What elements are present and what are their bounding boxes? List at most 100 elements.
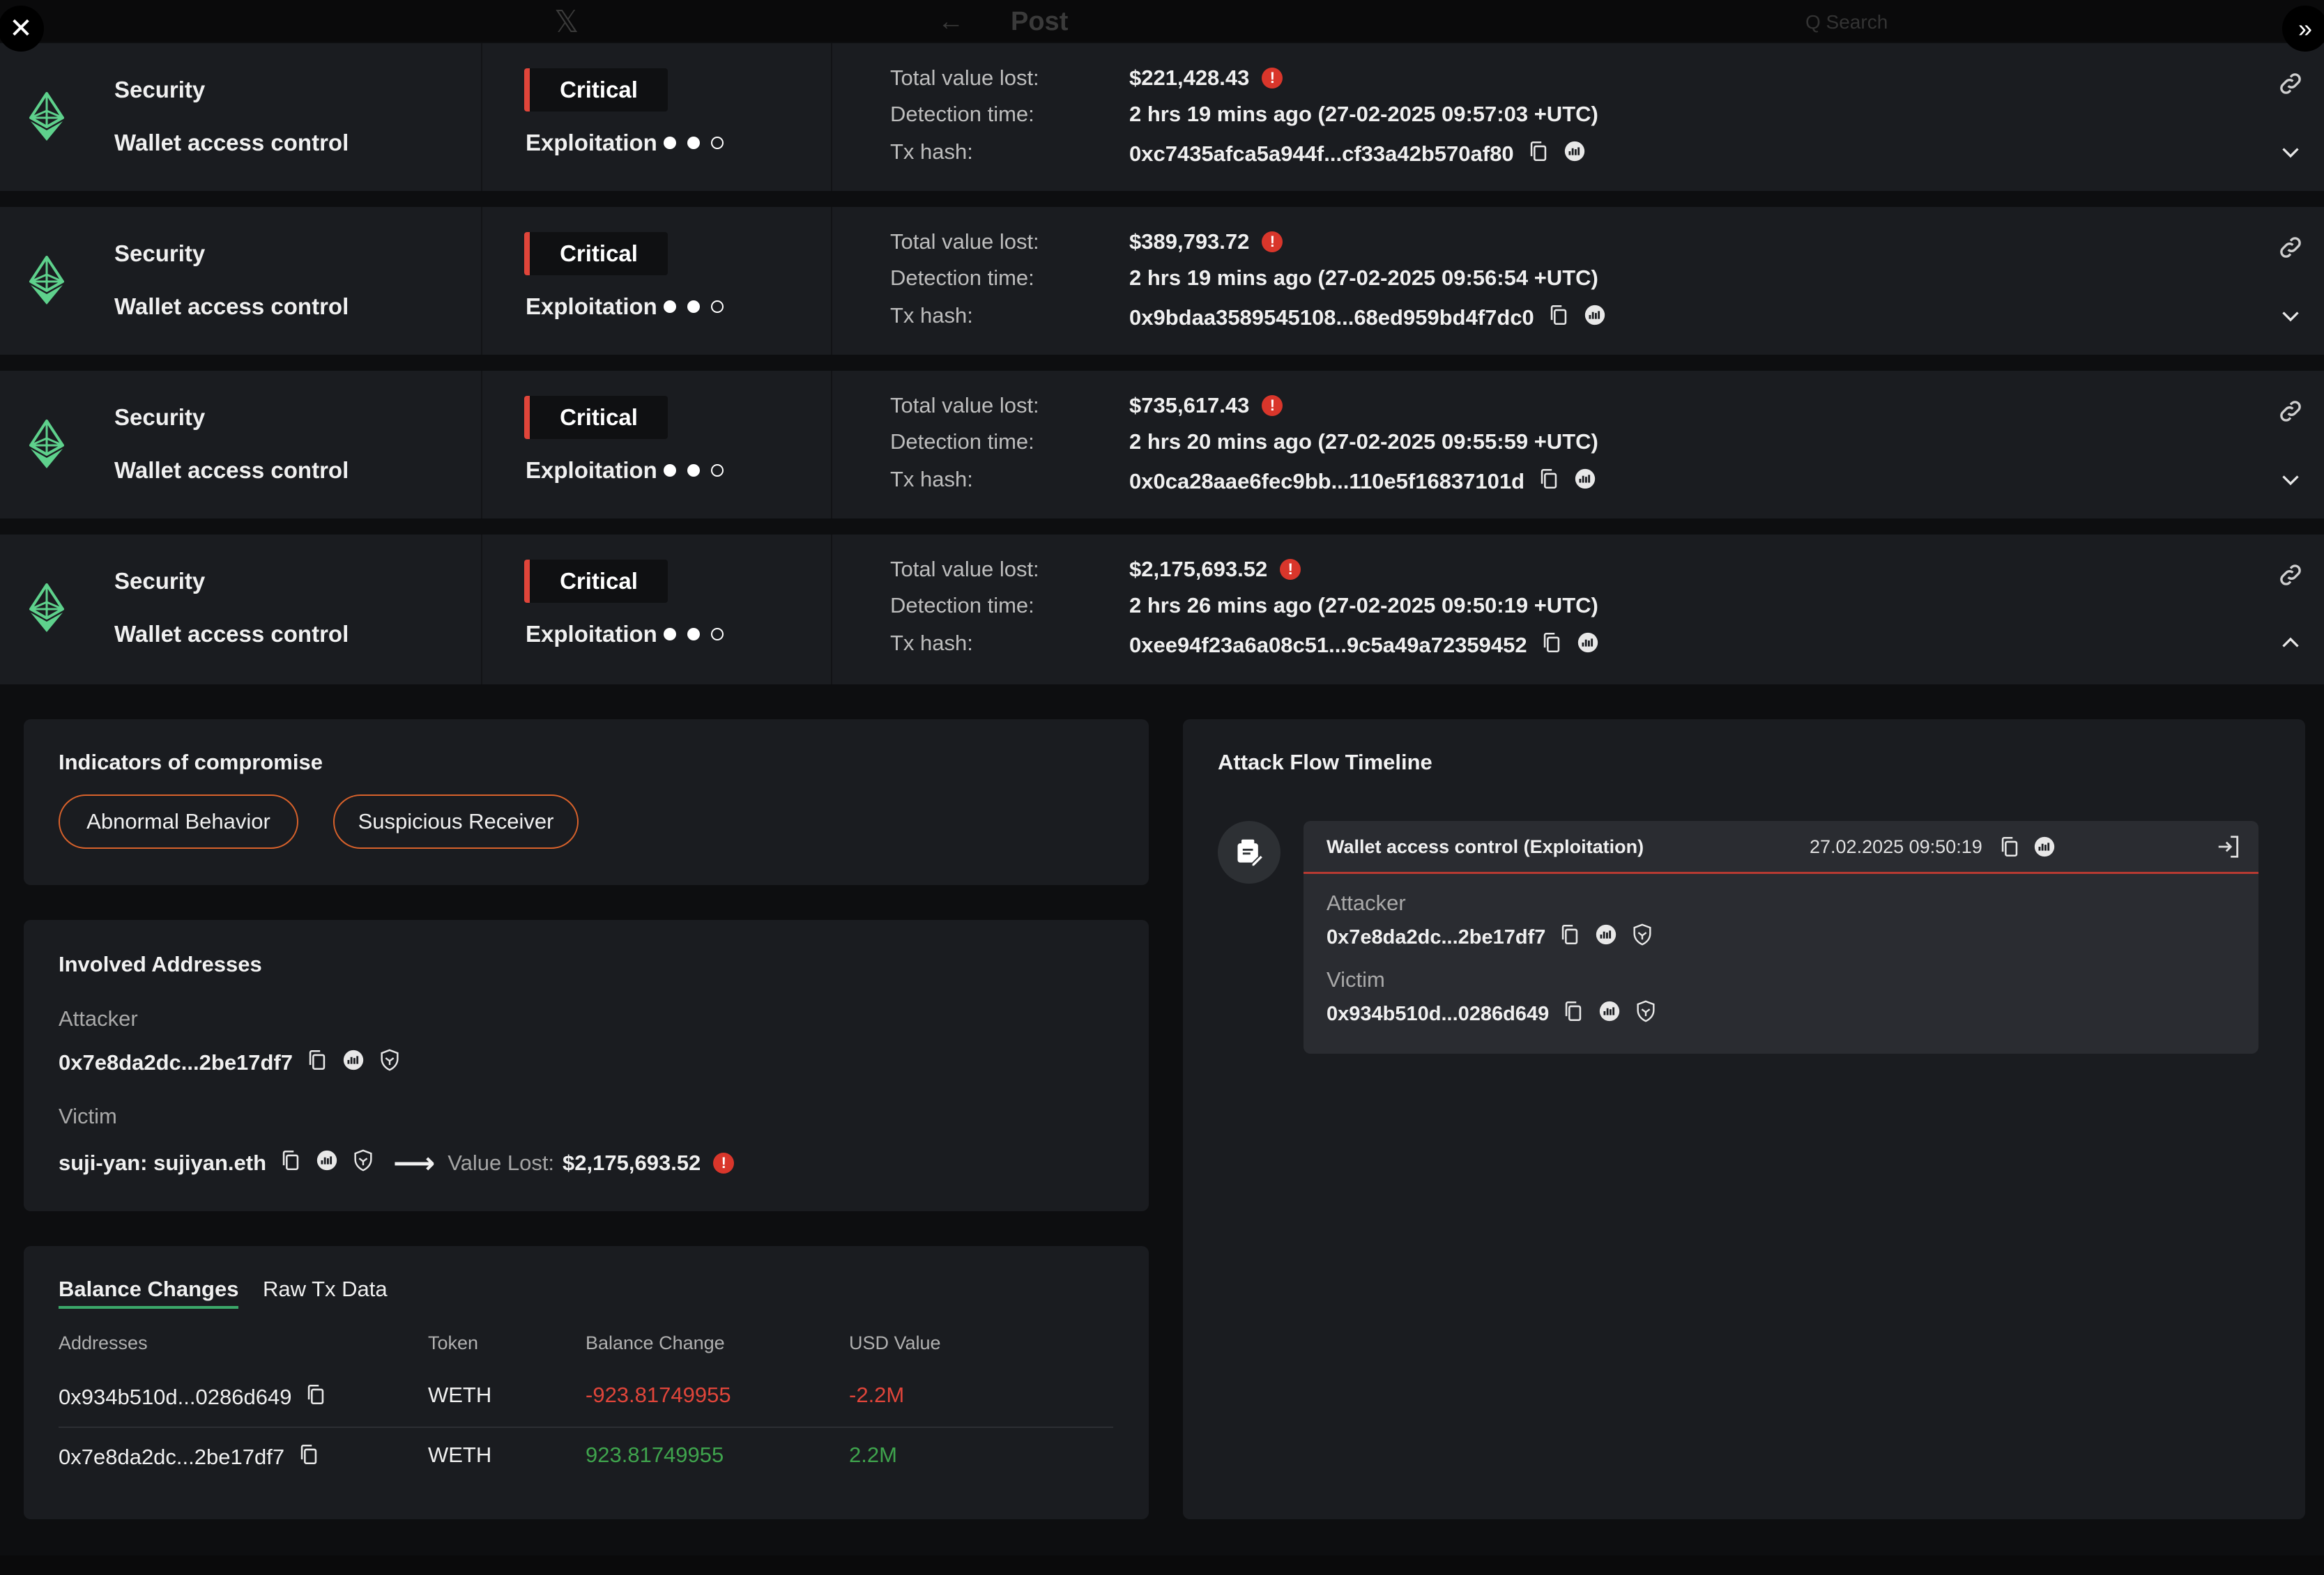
phase-dot: [687, 137, 700, 149]
close-button[interactable]: ✕: [0, 6, 44, 52]
shield-icon[interactable]: [378, 1048, 402, 1077]
arrow-right-icon: ⟶: [393, 1146, 436, 1179]
detection-time-label: Detection time:: [890, 593, 1034, 617]
event-victim-row: 0x934b510d...0286d649: [1327, 999, 1658, 1029]
tab-balance-changes[interactable]: Balance Changes: [59, 1277, 239, 1309]
alert-row[interactable]: Security Wallet access control Critical …: [0, 43, 2324, 191]
link-icon[interactable]: [2277, 397, 2304, 425]
chevron-down-icon[interactable]: [2278, 303, 2303, 328]
background-bottom-strip: [0, 1555, 2324, 1575]
phase-progress: [664, 300, 724, 313]
detection-time: 2 hrs 19 mins ago (27-02-2025 09:56:54 +…: [1129, 266, 1598, 290]
table-row-address: 0x934b510d...0286d649: [59, 1383, 328, 1412]
shield-icon[interactable]: [1634, 999, 1658, 1029]
etherscan-icon[interactable]: [315, 1148, 339, 1178]
chevron-up-icon[interactable]: [2278, 631, 2303, 656]
row-address[interactable]: 0x7e8da2dc...2be17df7: [59, 1445, 285, 1469]
event-victim-address[interactable]: 0x934b510d...0286d649: [1327, 1002, 1550, 1025]
etherscan-icon[interactable]: [1573, 467, 1597, 496]
value-lost-label: Value Lost:: [448, 1150, 555, 1175]
value-lost-row: $735,617.43 !: [1129, 393, 1283, 418]
copy-icon[interactable]: [1558, 923, 1582, 952]
involved-title: Involved Addresses: [59, 952, 262, 976]
alerts-list: Security Wallet access control Critical …: [0, 43, 2324, 684]
value-lost-row: $221,428.43 !: [1129, 66, 1283, 91]
warning-icon: !: [1262, 231, 1283, 252]
etherscan-icon[interactable]: [1576, 631, 1600, 660]
row-usd-value: -2.2M: [849, 1383, 905, 1407]
tx-hash[interactable]: 0x0ca28aae6fec9bb...110e5f16837101d: [1129, 469, 1525, 493]
tx-hash[interactable]: 0xee94f23a6a08c51...9c5a49a72359452: [1129, 633, 1527, 657]
copy-icon[interactable]: [305, 1048, 329, 1077]
copy-icon[interactable]: [1527, 139, 1550, 169]
detection-time-label: Detection time:: [890, 429, 1034, 454]
indicator-tag-suspicious[interactable]: Suspicious Receiver: [333, 794, 579, 849]
timeline-title: Attack Flow Timeline: [1218, 750, 1432, 774]
expand-button[interactable]: »: [2282, 6, 2324, 52]
tx-hash-row: 0xc7435afca5a944f...cf33a42b570af80: [1129, 139, 1587, 169]
ethereum-icon: [28, 583, 66, 633]
link-icon[interactable]: [2277, 561, 2304, 589]
value-lost-amount: $389,793.72: [1129, 229, 1250, 254]
alert-category: Security: [114, 404, 206, 430]
victim-address-row: suji-yan: sujiyan.eth ⟶ Value Lost: $2,1…: [59, 1146, 735, 1180]
etherscan-icon[interactable]: [1594, 923, 1618, 952]
row-usd-value: 2.2M: [849, 1443, 897, 1467]
phase-progress: [664, 628, 724, 640]
shield-icon[interactable]: [1630, 923, 1654, 952]
column-header-balance-change: Balance Change: [586, 1332, 725, 1353]
phase-dot: [711, 300, 724, 313]
link-icon[interactable]: [2277, 233, 2304, 261]
tx-hash-label: Tx hash:: [890, 303, 973, 328]
phase-dot: [664, 300, 676, 313]
alert-row[interactable]: Security Wallet access control Critical …: [0, 207, 2324, 355]
phase-dot: [687, 628, 700, 640]
indicator-tag-abnormal[interactable]: Abnormal Behavior: [59, 794, 298, 849]
tx-hash[interactable]: 0xc7435afca5a944f...cf33a42b570af80: [1129, 141, 1514, 166]
copy-icon[interactable]: [1540, 631, 1564, 660]
tx-hash-row: 0xee94f23a6a08c51...9c5a49a72359452: [1129, 631, 1600, 660]
etherscan-icon[interactable]: [342, 1048, 365, 1077]
tab-raw-tx-data[interactable]: Raw Tx Data: [263, 1277, 388, 1301]
copy-icon[interactable]: [297, 1443, 321, 1472]
copy-icon[interactable]: [279, 1148, 303, 1178]
shield-icon[interactable]: [351, 1148, 375, 1178]
phase-progress: [664, 137, 724, 149]
copy-icon[interactable]: [1537, 467, 1561, 496]
phase-dot: [711, 137, 724, 149]
copy-icon[interactable]: [1998, 835, 2021, 862]
detection-time: 2 hrs 20 mins ago (27-02-2025 09:55:59 +…: [1129, 429, 1598, 454]
tx-hash-label: Tx hash:: [890, 467, 973, 491]
alert-row[interactable]: Security Wallet access control Critical …: [0, 371, 2324, 518]
detection-time-label: Detection time:: [890, 266, 1034, 290]
exit-icon[interactable]: [2215, 833, 2242, 863]
tx-hash[interactable]: 0x9bdaa3589545108...68ed959bd4f7dc0: [1129, 305, 1534, 330]
row-address[interactable]: 0x934b510d...0286d649: [59, 1385, 292, 1409]
alert-phase: Exploitation: [526, 130, 657, 155]
chevron-down-icon[interactable]: [2278, 139, 2303, 164]
etherscan-icon[interactable]: [1563, 139, 1587, 169]
chevron-down-icon[interactable]: [2278, 467, 2303, 492]
copy-icon[interactable]: [304, 1383, 328, 1412]
column-divider: [481, 207, 482, 355]
timeline-event-card[interactable]: Wallet access control (Exploitation) 27.…: [1304, 821, 2258, 1054]
wallet-icon: [1218, 821, 1281, 884]
etherscan-icon[interactable]: [1583, 303, 1607, 332]
value-lost-amount: $735,617.43: [1129, 393, 1250, 417]
background-title: Post: [1011, 7, 1069, 36]
event-title: Wallet access control (Exploitation): [1327, 836, 1644, 857]
alert-category: Security: [114, 568, 206, 594]
attacker-address[interactable]: 0x7e8da2dc...2be17df7: [59, 1050, 293, 1075]
ethereum-icon: [28, 92, 66, 142]
phase-dot: [664, 628, 676, 640]
event-attacker-address[interactable]: 0x7e8da2dc...2be17df7: [1327, 925, 1546, 948]
etherscan-icon[interactable]: [2033, 835, 2056, 862]
alert-category: Security: [114, 240, 206, 266]
etherscan-icon[interactable]: [1598, 999, 1621, 1029]
victim-address[interactable]: suji-yan: sujiyan.eth: [59, 1150, 267, 1175]
copy-icon[interactable]: [1547, 303, 1570, 332]
alert-row[interactable]: Security Wallet access control Critical …: [0, 535, 2324, 684]
link-icon[interactable]: [2277, 70, 2304, 98]
row-balance-change: -923.81749955: [586, 1383, 731, 1407]
copy-icon[interactable]: [1561, 999, 1585, 1029]
